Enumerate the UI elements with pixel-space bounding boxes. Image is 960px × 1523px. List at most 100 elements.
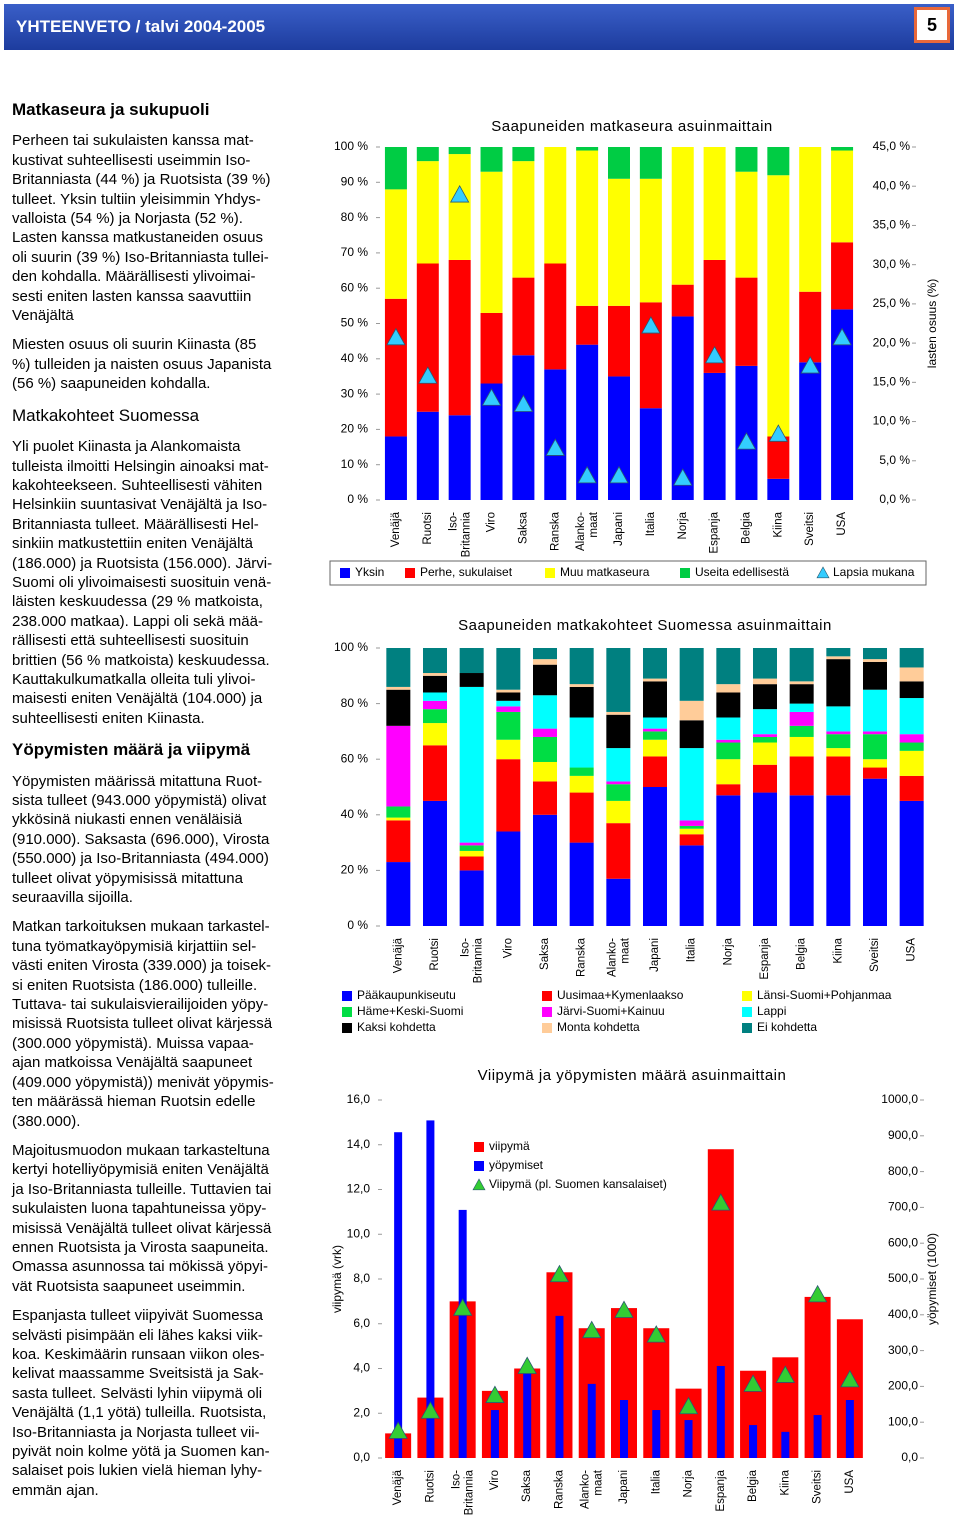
bar-segment <box>496 692 521 701</box>
triangle-marker <box>609 465 629 484</box>
y-tick-label: 10 % <box>341 457 369 471</box>
y2-tick-label: 35,0 % <box>873 218 911 232</box>
bar-segment <box>544 263 567 370</box>
x-tick-label: Ruotsi <box>429 938 441 971</box>
bar-segment <box>899 734 924 743</box>
y2-tick-label: 400,0 <box>888 1307 918 1321</box>
x-tick-label: Ruotsi <box>422 512 434 545</box>
bar-segment <box>753 648 777 679</box>
y2-tick-label: 10,0 % <box>873 414 911 428</box>
section-heading: Matkakohteet Suomessa <box>12 405 200 425</box>
bar-segment <box>831 150 854 243</box>
bar-segment <box>813 1415 822 1458</box>
y-tick-label: 70 % <box>341 245 369 259</box>
chart-title: Saapuneiden matkakohteet Suomessa asuinm… <box>458 617 832 634</box>
x-tick-label: Norja <box>683 1469 695 1497</box>
bar-segment <box>767 478 790 500</box>
y2-tick-label: 5,0 % <box>879 453 910 467</box>
bar-segment <box>620 1400 628 1458</box>
section-heading: Matkaseura ja sukupuoli <box>12 100 210 119</box>
bar-segment <box>831 309 854 500</box>
bar-segment <box>386 806 411 818</box>
bar-segment <box>459 648 484 674</box>
bar-segment <box>384 189 407 299</box>
x-tick-label: Kiina <box>832 937 844 963</box>
bar-segment <box>512 355 535 500</box>
bar-segment <box>679 820 704 826</box>
text-line: Matkan tarkoituksen mukaan tarkastel- <box>12 918 270 936</box>
bar-segment <box>671 284 694 317</box>
x-tick-label: Kiina <box>779 1469 791 1495</box>
bar-segment <box>753 734 777 737</box>
bar-segment <box>789 648 814 682</box>
y-tick-label: 8,0 <box>353 1271 370 1285</box>
bar-segment <box>753 736 777 743</box>
triangle-marker <box>582 1320 602 1339</box>
y-tick-label: 20 % <box>341 863 369 877</box>
legend-marker <box>545 568 555 578</box>
text-line: tulleet. Yksin tultiin yleisimmin Yhdys- <box>12 190 261 208</box>
x-tick-label: Sveitsi <box>812 1470 824 1504</box>
bar-segment <box>767 147 790 176</box>
legend-marker <box>542 991 552 1001</box>
text-line: oli suurin (39 %) Iso-Britanniasta tulle… <box>12 248 269 266</box>
y-tick-label: 6,0 <box>353 1316 370 1330</box>
bar-segment <box>679 845 704 926</box>
x-tick-label: Norja <box>677 511 689 539</box>
triangle-marker <box>768 424 789 442</box>
triangle-marker <box>832 327 852 346</box>
bar-segment <box>826 656 851 660</box>
legend-marker <box>816 566 830 579</box>
x-tick-label: Iso-Britannia <box>451 1469 476 1515</box>
bar-segment <box>384 147 407 190</box>
text-line: Espanjasta tulleet viipyivät Suomessa <box>12 1307 263 1325</box>
y2-tick-label: 40,0 % <box>873 178 911 192</box>
y-tick-label: 0 % <box>347 918 368 932</box>
bar-segment <box>544 147 567 264</box>
bar-segment <box>384 298 407 437</box>
y-tick-label: 80 % <box>341 696 369 710</box>
bar-segment <box>679 748 704 821</box>
bar-segment <box>606 711 631 715</box>
triangle-marker <box>743 1374 763 1392</box>
triangle-marker <box>420 1401 441 1419</box>
bar-segment <box>386 862 411 926</box>
triangle-marker <box>673 468 693 486</box>
text-line: Helsinkiin suuntasivat Venäjältä ja Iso- <box>12 496 268 514</box>
y2-tick-label: 100,0 <box>888 1414 918 1428</box>
bar-segment <box>735 277 758 366</box>
bar-segment <box>416 411 439 500</box>
bar-segment <box>423 709 447 724</box>
bar-segment <box>753 684 777 710</box>
bar-segment <box>643 731 667 740</box>
paragraph: Yöpymisten määrissä mitattuna Ruot-sista… <box>12 772 312 908</box>
legend-marker <box>342 1023 352 1033</box>
bar-segment <box>716 684 741 693</box>
bar-segment <box>448 415 471 500</box>
y-tick-label: 0 % <box>347 492 368 506</box>
bar-segment <box>716 759 741 785</box>
bar-segment <box>480 147 503 172</box>
y-tick-label: 2,0 <box>353 1405 370 1419</box>
x-tick-label: Italia <box>686 937 698 962</box>
bar-segment <box>826 795 851 926</box>
bar-segment <box>639 178 662 303</box>
text-line: Miesten osuus oli suurin Kiinasta (85 <box>12 336 257 354</box>
x-tick-label: Belgia <box>796 937 808 970</box>
bar-segment <box>643 717 667 729</box>
y-tick-label: 12,0 <box>347 1182 371 1196</box>
bar-segment <box>767 175 790 437</box>
triangle-marker <box>711 1193 731 1211</box>
bar-segment <box>643 648 667 679</box>
y-tick-label: 40 % <box>341 807 369 821</box>
legend-label: yöpymiset <box>489 1158 544 1172</box>
text-line: sinkiin matkustettiin eniten Venäjältä <box>12 535 253 553</box>
bar-segment <box>496 706 521 712</box>
bar-segment <box>496 700 521 707</box>
bar-segment <box>863 778 887 926</box>
bar-segment <box>533 695 557 729</box>
text-line: kelivat maassamme Sveitsistä ja Sak- <box>12 1365 264 1383</box>
bar-segment <box>480 312 503 384</box>
bar-segment <box>863 759 887 768</box>
